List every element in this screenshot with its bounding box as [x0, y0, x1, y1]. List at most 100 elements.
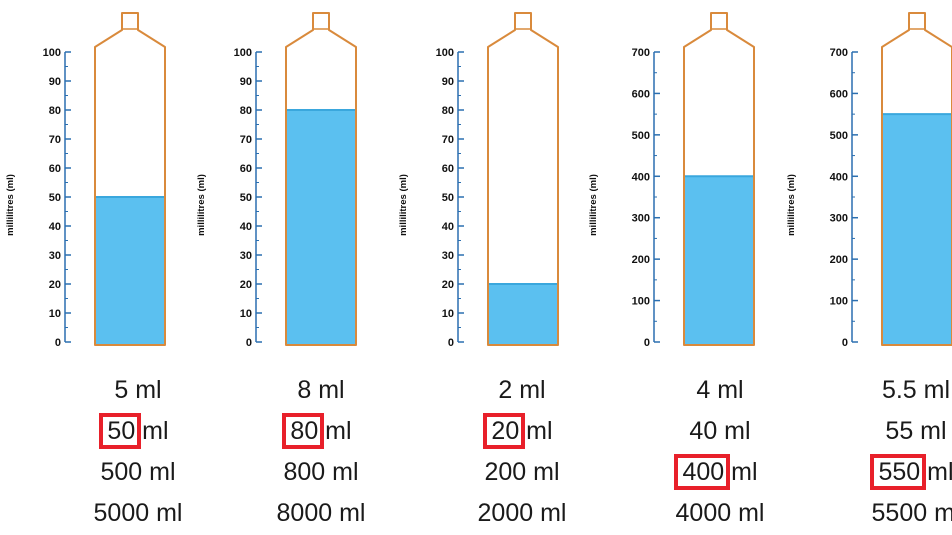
tick-label: 20: [49, 279, 61, 291]
answer-text: 8000 ml: [276, 499, 366, 527]
answer-text: 5000 ml: [93, 499, 183, 527]
answer-option[interactable]: 2000 ml: [437, 495, 607, 535]
tick-label: 0: [644, 337, 650, 349]
answer-option[interactable]: 8000 ml: [236, 495, 406, 535]
cylinder-outline: [487, 12, 559, 346]
selected-answer-highlight: [99, 413, 142, 449]
tick-label: 0: [448, 337, 454, 349]
answer-option[interactable]: 4 ml: [635, 372, 805, 412]
water-fill: [286, 110, 356, 345]
tick-label: 90: [442, 76, 454, 88]
tick-label: 40: [49, 221, 61, 233]
cylinder-1: 0 10 20 30 40 50 60 70 80 90 100 millilitres (ml): [5, 12, 166, 349]
tick-label: 80: [240, 105, 252, 117]
answer-option[interactable]: 5500 ml: [831, 495, 952, 535]
tick-label: 600: [632, 88, 650, 100]
tick-label: 300: [830, 213, 848, 225]
tick-label: 100: [234, 47, 252, 59]
cylinder-outline: [881, 12, 952, 346]
tick-label: 20: [240, 279, 252, 291]
water-fill: [488, 284, 558, 345]
answer-text: 200 ml: [484, 458, 560, 486]
answer-text: 5.5 ml: [881, 376, 951, 404]
answer-option[interactable]: 50 ml: [53, 413, 223, 453]
answer-option[interactable]: 55 ml: [831, 413, 952, 453]
answer-text: 500 ml: [100, 458, 176, 486]
tick-label: 700: [830, 47, 848, 59]
tick-label: 30: [240, 250, 252, 262]
cylinder-2: 0 10 20 30 40 50 60 70 80 90 100 millilitres (ml): [196, 12, 357, 349]
selected-answer-highlight: [870, 454, 927, 490]
tick-label: 80: [442, 105, 454, 117]
water-fill: [882, 114, 952, 346]
answer-option[interactable]: 4000 ml: [635, 495, 805, 535]
answer-text: 550 ml: [878, 458, 952, 486]
tick-label: 400: [830, 171, 848, 183]
answer-text: 400 ml: [682, 458, 758, 486]
tick-label: 50: [240, 192, 252, 204]
tick-label: 90: [49, 76, 61, 88]
tick-label: 500: [830, 130, 848, 142]
water-fill: [684, 176, 754, 345]
answer-option[interactable]: 20 ml: [437, 413, 607, 453]
tick-label: 40: [240, 221, 252, 233]
tick-label: 60: [442, 163, 454, 175]
tick-label: 30: [442, 250, 454, 262]
tick-label: 60: [49, 163, 61, 175]
tick-label: 90: [240, 76, 252, 88]
axis-label: millilitres (ml): [786, 174, 797, 236]
answer-text: 2000 ml: [477, 499, 567, 527]
answer-option[interactable]: 500 ml: [53, 454, 223, 494]
answer-option[interactable]: 40 ml: [635, 413, 805, 453]
tick-label: 0: [55, 337, 61, 349]
cylinder-outline: [285, 12, 357, 346]
tick-label: 10: [240, 308, 252, 320]
tick-label: 400: [632, 171, 650, 183]
tick-label: 70: [240, 134, 252, 146]
tick-label: 50: [442, 192, 454, 204]
answer-option[interactable]: 550 ml: [831, 454, 952, 494]
answer-text: 5 ml: [114, 376, 162, 404]
tick-label: 30: [49, 250, 61, 262]
cylinder-3: 0 10 20 30 40 50 60 70 80 90 100 millilitres (ml): [398, 12, 559, 349]
answer-text: 2 ml: [498, 376, 546, 404]
cylinder-outline: [94, 12, 166, 346]
answer-option[interactable]: 8 ml: [236, 372, 406, 412]
answer-option[interactable]: 5 ml: [53, 372, 223, 412]
cylinder-outline: [683, 12, 755, 346]
tick-label: 40: [442, 221, 454, 233]
cylinder-4: 0 100 200 300 400 500 600 700 millilitres (ml): [588, 12, 755, 349]
tick-label: 0: [246, 337, 252, 349]
selected-answer-highlight: [282, 413, 325, 449]
answer-text: 40 ml: [689, 417, 751, 445]
tick-label: 500: [632, 130, 650, 142]
answer-text: 55 ml: [885, 417, 947, 445]
tick-label: 50: [49, 192, 61, 204]
axis-label: millilitres (ml): [196, 174, 207, 236]
answer-text: 5500 ml: [871, 499, 952, 527]
answer-option[interactable]: 400 ml: [635, 454, 805, 494]
answer-option[interactable]: 5.5 ml: [831, 372, 952, 412]
tick-label: 700: [632, 47, 650, 59]
tick-label: 100: [632, 296, 650, 308]
answer-option[interactable]: 80 ml: [236, 413, 406, 453]
answer-text: 800 ml: [283, 458, 359, 486]
tick-label: 200: [830, 254, 848, 266]
answer-option[interactable]: 200 ml: [437, 454, 607, 494]
answer-text: 4000 ml: [675, 499, 765, 527]
axis-label: millilitres (ml): [5, 174, 16, 236]
tick-label: 10: [442, 308, 454, 320]
tick-label: 200: [632, 254, 650, 266]
axis-label: millilitres (ml): [398, 174, 409, 236]
tick-label: 60: [240, 163, 252, 175]
answer-text: 8 ml: [297, 376, 345, 404]
tick-label: 600: [830, 88, 848, 100]
answer-option[interactable]: 800 ml: [236, 454, 406, 494]
tick-label: 100: [43, 47, 61, 59]
selected-answer-highlight: [483, 413, 526, 449]
answer-option[interactable]: 2 ml: [437, 372, 607, 412]
tick-label: 100: [436, 47, 454, 59]
axis-label: millilitres (ml): [588, 174, 599, 236]
answer-option[interactable]: 5000 ml: [53, 495, 223, 535]
